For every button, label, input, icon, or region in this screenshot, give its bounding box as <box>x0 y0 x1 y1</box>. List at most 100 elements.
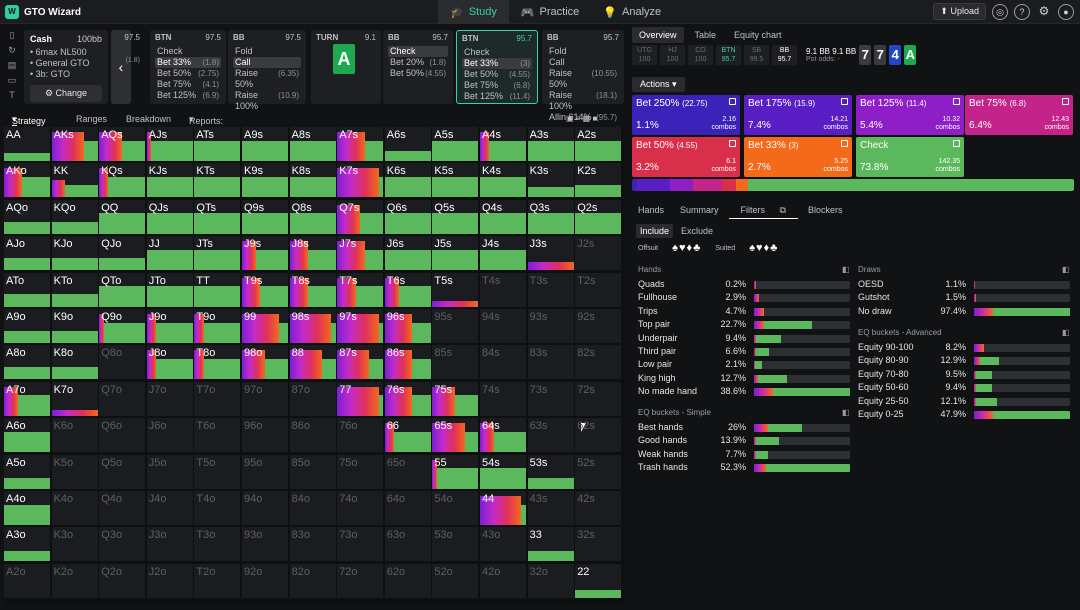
hand-cell[interactable]: T9s <box>242 272 288 307</box>
node-action[interactable]: Fold <box>547 46 619 57</box>
hand-cell[interactable]: 97o <box>242 381 288 416</box>
hand-cell[interactable]: T5o <box>194 454 241 489</box>
hand-cell[interactable]: AKs <box>51 127 98 161</box>
user-icon[interactable]: ● <box>1058 3 1074 20</box>
hand-cell[interactable]: T6o <box>194 418 241 453</box>
hand-cell[interactable]: 97s <box>337 309 384 343</box>
filter-row[interactable]: Good hands 13.9% <box>638 435 850 447</box>
expand-icon[interactable] <box>953 98 960 105</box>
hand-cell[interactable]: 75o <box>337 454 384 489</box>
hand-cell[interactable]: 54o <box>432 491 479 525</box>
hand-cell[interactable]: 88 <box>289 345 336 380</box>
node-action[interactable]: Bet 20% (1.8) <box>388 57 448 68</box>
action-node[interactable]: BTN 95.7 Check Bet 33% (3) Bet 50% (4.55) Bet 7… <box>456 30 538 104</box>
hand-cell[interactable]: J4s <box>480 236 526 271</box>
hand-cell[interactable]: A7o <box>4 381 50 416</box>
hand-cell[interactable]: 73o <box>337 527 384 562</box>
hand-cell[interactable]: 77 <box>337 381 384 416</box>
hand-cell[interactable]: K9o <box>51 309 98 343</box>
hand-cell[interactable]: J6o <box>146 418 193 453</box>
node-action[interactable]: Raise 100% (10.9) <box>233 90 301 112</box>
expand-icon[interactable] <box>841 98 848 105</box>
hand-cell[interactable]: KK <box>51 163 98 198</box>
hand-cell[interactable]: J9s <box>242 236 288 271</box>
hand-cell[interactable]: 94o <box>242 491 288 525</box>
hand-cell[interactable]: ATo <box>4 272 50 307</box>
hand-cell[interactable]: 83s <box>527 345 574 380</box>
filter-row[interactable]: No draw 97.4% <box>858 306 1070 318</box>
tab-table[interactable]: Table <box>694 30 717 40</box>
expand-icon[interactable] <box>729 98 736 105</box>
tab-breakdown[interactable]: Breakdown <box>126 114 172 124</box>
player-seat[interactable]: CO 100 <box>688 45 713 65</box>
hand-cell[interactable]: 74o <box>337 491 384 525</box>
action-box[interactable]: Bet 250% (22.75) 1.1% 2.16 combos <box>632 95 740 135</box>
hand-cell[interactable]: QJs <box>146 199 193 234</box>
text-icon[interactable]: T <box>9 90 15 100</box>
filter-row[interactable]: Low pair 2.1% <box>638 359 850 371</box>
hand-cell[interactable]: A4s <box>480 127 526 161</box>
hand-cell[interactable]: 33 <box>527 527 574 562</box>
hand-cell[interactable]: 76s <box>384 381 431 416</box>
hand-cell[interactable]: 76o <box>337 418 384 453</box>
filter-row[interactable]: OESD 1.1% <box>858 279 1070 291</box>
hand-cell[interactable]: 86o <box>289 418 336 453</box>
hand-cell[interactable]: T4o <box>194 491 241 525</box>
hand-cell[interactable]: 96o <box>242 418 288 453</box>
hand-cell[interactable]: AJs <box>146 127 193 161</box>
action-node[interactable]: BB 95.7 Check Bet 20% (1.8) Bet 50% (4.55) <box>383 30 453 104</box>
tab-study[interactable]: 🎓 Study <box>438 0 509 24</box>
filter-row[interactable]: Underpair 9.4% <box>638 333 850 345</box>
action-node[interactable]: BB 95.7 Fold Call Raise 50% (10.55) Raise 100%… <box>542 30 624 122</box>
upload-button[interactable]: ⬆ Upload <box>933 3 986 20</box>
player-seat[interactable]: BTN 95.7 <box>716 45 741 65</box>
hand-cell[interactable]: KJs <box>146 163 193 198</box>
hand-cell[interactable]: Q2o <box>99 563 146 598</box>
node-action[interactable]: Fold <box>233 46 301 57</box>
hand-cell[interactable]: T3s <box>527 272 574 307</box>
hand-cell[interactable]: K4o <box>51 491 98 525</box>
hand-cell[interactable]: J3o <box>146 527 193 562</box>
view-toggle-icon[interactable]: ▣ ≡ ▦ ■ <box>566 114 598 123</box>
hand-cell[interactable]: 42s <box>575 491 622 525</box>
hand-cell[interactable]: Q5o <box>99 454 146 489</box>
hand-cell[interactable]: 75s <box>432 381 479 416</box>
hand-cell[interactable]: 42o <box>480 563 526 598</box>
tab-analyze[interactable]: 💡 Analyze <box>603 6 662 19</box>
hand-cell[interactable]: J4o <box>146 491 193 525</box>
filter-row[interactable]: Equity 80-90 12.9% <box>858 355 1070 367</box>
hand-cell[interactable]: K2s <box>575 163 622 198</box>
app-logo[interactable]: W GTO Wizard <box>5 5 81 19</box>
node-action[interactable]: Bet 33% (3) <box>462 58 532 69</box>
hand-cell[interactable]: 52o <box>432 563 479 598</box>
hand-cell[interactable]: 83o <box>289 527 336 562</box>
hand-cell[interactable]: K6o <box>51 418 98 453</box>
expand-icon[interactable] <box>841 140 848 147</box>
prev-node-button[interactable]: ‹ <box>111 30 131 104</box>
hand-cell[interactable]: J2o <box>146 563 193 598</box>
hand-cell[interactable]: ATs <box>194 127 241 161</box>
hand-cell[interactable]: A8o <box>4 345 50 380</box>
tab-practice[interactable]: 🎮 Practice <box>520 6 580 19</box>
hand-cell[interactable]: Q6o <box>99 418 146 453</box>
hand-cell[interactable]: 85s <box>432 345 479 380</box>
hand-cell[interactable]: K3s <box>527 163 574 198</box>
include-button[interactable]: Include <box>636 224 674 238</box>
tab-blockers[interactable]: Blockers <box>807 205 843 215</box>
hand-cell[interactable]: 72o <box>337 563 384 598</box>
hand-cell[interactable]: 63o <box>384 527 431 562</box>
hand-cell[interactable]: T2o <box>194 563 241 598</box>
tab-ranges[interactable]: Ranges <box>76 114 108 124</box>
change-button[interactable]: ⚙ Change <box>30 85 102 102</box>
hand-cell[interactable]: T5s <box>432 272 479 307</box>
hand-cell[interactable]: AKo <box>4 163 50 198</box>
hand-cell[interactable]: T9o <box>194 309 241 343</box>
hand-cell[interactable]: 54s <box>480 454 526 489</box>
hand-cell[interactable]: J7o <box>146 381 193 416</box>
hand-cell[interactable]: Q9o <box>99 309 146 343</box>
hand-cell[interactable]: T7s <box>337 272 384 307</box>
hand-cell[interactable]: T8o <box>194 345 241 380</box>
player-seat[interactable]: SB 99.5 <box>744 45 769 65</box>
hand-cell[interactable]: K8o <box>51 345 98 380</box>
action-box[interactable]: Bet 33% (3) 2.7% 5.25 combos <box>744 137 852 177</box>
